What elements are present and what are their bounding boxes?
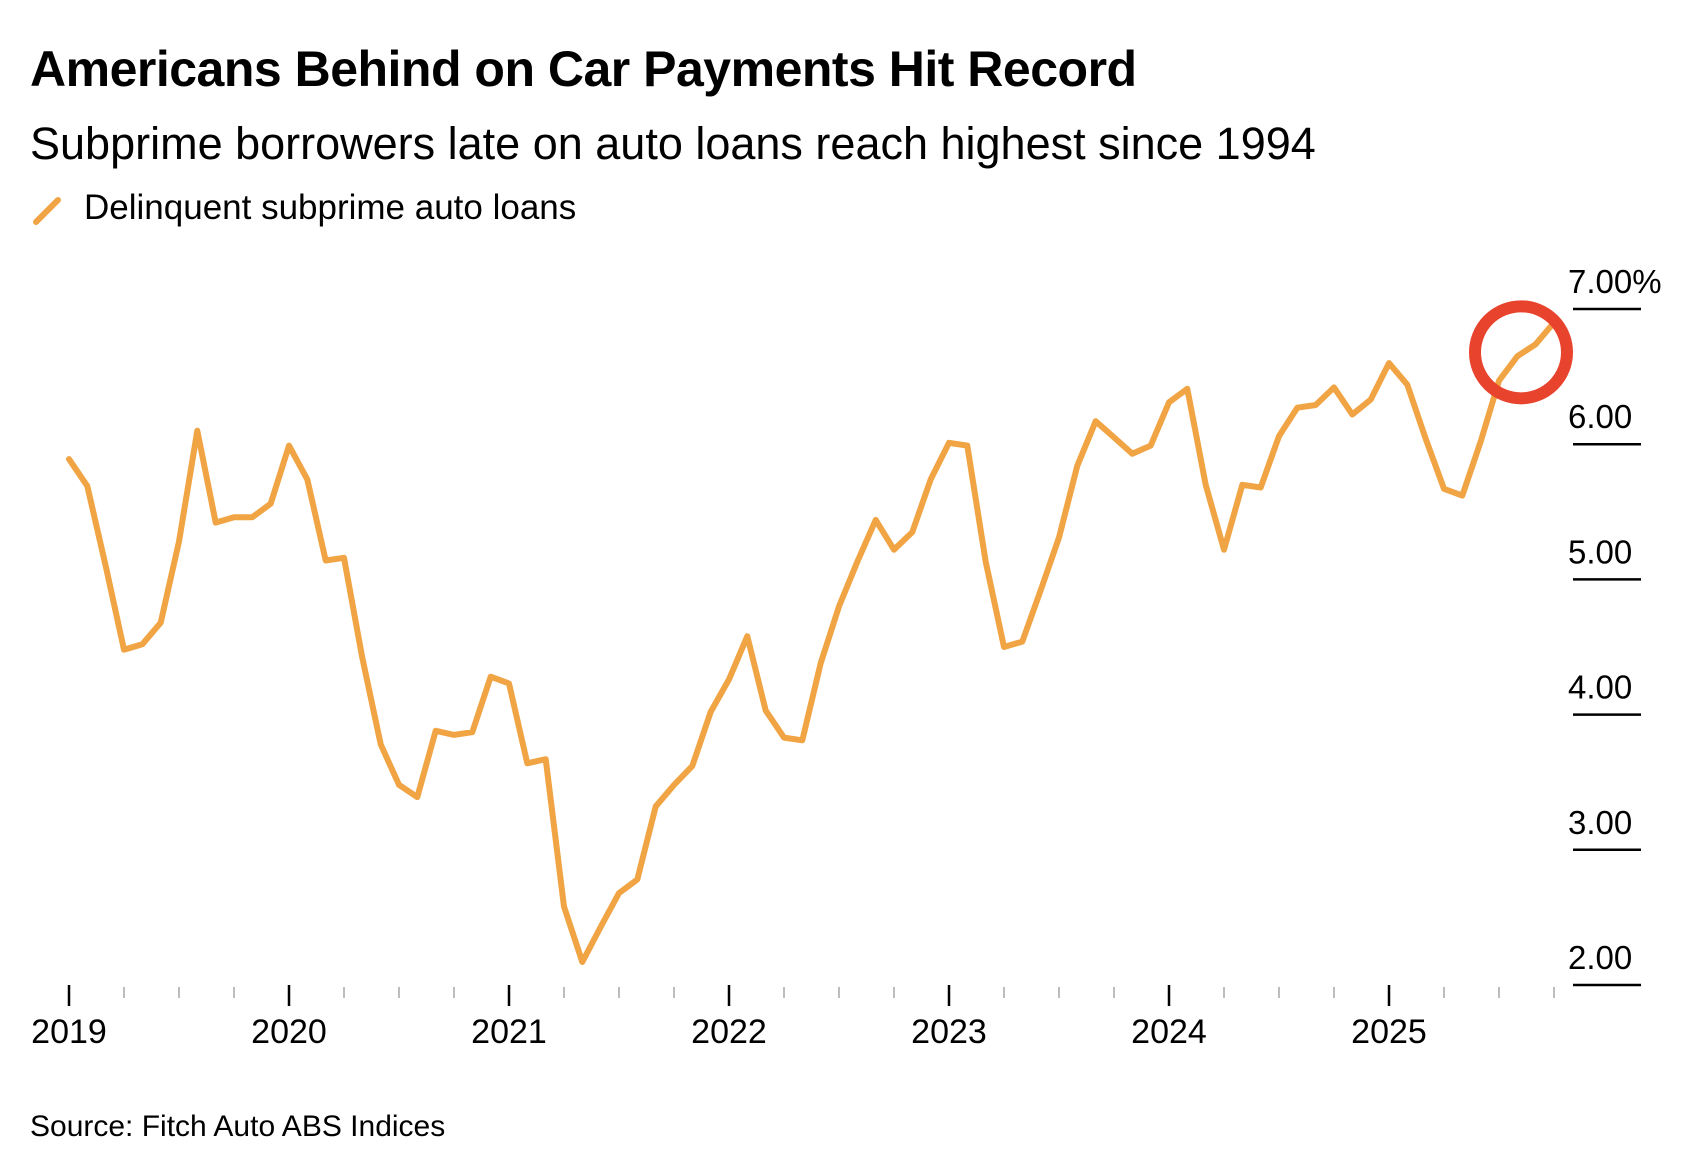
x-tick-label: 2022 — [691, 1013, 767, 1051]
chart-subtitle: Subprime borrowers late on auto loans re… — [30, 118, 1316, 169]
annotation-layer — [1469, 300, 1573, 405]
x-tick-label: 2021 — [471, 1013, 547, 1051]
y-tick-label: 6.00 — [1568, 398, 1632, 435]
y-tick-label: 7.00% — [1568, 263, 1662, 300]
y-tick-label: 2.00 — [1568, 939, 1632, 976]
source-note: Source: Fitch Auto ABS Indices — [30, 1110, 446, 1143]
series-line-delinquent-subprime-auto-loans — [66, 319, 1557, 965]
y-axis: 7.00% 6.00 5.00 4.00 3.00 2.00 — [1568, 263, 1662, 987]
x-tick-label: 2019 — [31, 1013, 107, 1051]
y-tick-label: 3.00 — [1568, 804, 1632, 841]
record-highlight-circle — [1469, 300, 1573, 405]
chart-title: Americans Behind on Car Payments Hit Rec… — [30, 41, 1137, 97]
series-layer — [66, 319, 1557, 965]
x-tick-label: 2023 — [911, 1013, 987, 1051]
x-tick-label: 2025 — [1351, 1013, 1427, 1051]
x-tick-label: 2024 — [1131, 1013, 1207, 1051]
legend-line-icon — [30, 188, 70, 228]
x-tick-label: 2020 — [251, 1013, 327, 1051]
x-axis: 2019 2020 2021 2022 2023 2024 2025 — [31, 985, 1555, 1051]
y-tick-label: 4.00 — [1568, 669, 1632, 706]
legend-label: Delinquent subprime auto loans — [84, 188, 577, 227]
legend: Delinquent subprime auto loans — [30, 188, 576, 228]
y-tick-label: 5.00 — [1568, 533, 1632, 570]
